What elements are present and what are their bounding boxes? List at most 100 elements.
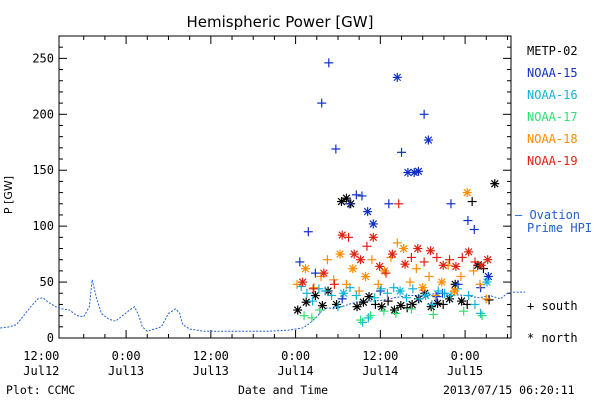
data-point-noaa-19 bbox=[375, 261, 385, 271]
data-point-noaa-16 bbox=[395, 286, 405, 296]
data-point-noaa-19 bbox=[362, 241, 372, 251]
y-tick-label: 250 bbox=[32, 51, 54, 65]
data-point-noaa-19 bbox=[394, 199, 404, 209]
data-point-noaa-18 bbox=[300, 264, 310, 274]
data-point-noaa-17 bbox=[406, 304, 416, 314]
data-point-noaa-19 bbox=[337, 230, 347, 240]
data-point-metp-02 bbox=[377, 302, 387, 312]
ovation-legend-line2: Prime HPI bbox=[527, 221, 593, 235]
x-axis-ticks: 12:00Jul120:00Jul1312:00Jul130:00Jul1412… bbox=[23, 36, 508, 378]
data-point-noaa-18 bbox=[475, 279, 485, 289]
data-point-noaa-17 bbox=[379, 306, 389, 316]
data-point-noaa-19 bbox=[387, 249, 397, 259]
data-point-noaa-16 bbox=[401, 293, 411, 303]
data-point-metp-02 bbox=[389, 305, 399, 315]
data-point-noaa-15 bbox=[331, 144, 341, 154]
y-axis-ticks: 0 50 100 150 200 250 bbox=[32, 35, 511, 345]
data-point-noaa-15 bbox=[363, 207, 373, 217]
data-point-noaa-19 bbox=[483, 255, 493, 265]
data-point-noaa-16 bbox=[370, 293, 380, 303]
data-point-noaa-19 bbox=[419, 257, 429, 267]
data-point-noaa-16 bbox=[363, 313, 373, 323]
data-point-noaa-18 bbox=[437, 277, 447, 287]
data-point-noaa-16 bbox=[382, 288, 392, 298]
legend-item-noaa-16: NOAA-16 bbox=[527, 88, 578, 102]
data-point-noaa-15 bbox=[337, 294, 347, 304]
data-point-noaa-17 bbox=[356, 315, 366, 325]
data-point-noaa-15 bbox=[392, 72, 402, 82]
data-point-noaa-15 bbox=[384, 199, 394, 209]
data-point-noaa-17 bbox=[307, 313, 317, 323]
data-point-metp-02 bbox=[407, 299, 417, 309]
plot-frame bbox=[58, 35, 512, 339]
data-point-noaa-16 bbox=[327, 290, 337, 300]
data-point-noaa-19 bbox=[308, 284, 318, 294]
data-point-noaa-19 bbox=[406, 252, 416, 262]
data-point-noaa-18 bbox=[456, 271, 466, 281]
data-point-noaa-15 bbox=[375, 286, 385, 296]
x-tick-label-date: Jul14 bbox=[278, 364, 314, 378]
legend-item-noaa-18: NOAA-18 bbox=[527, 132, 578, 146]
data-point-noaa-19 bbox=[476, 260, 486, 270]
data-point-noaa-15 bbox=[351, 190, 361, 200]
data-point-metp-02 bbox=[402, 303, 412, 313]
legend-item-noaa-17: NOAA-17 bbox=[527, 110, 578, 124]
x-tick-label-date: Jul14 bbox=[362, 364, 398, 378]
data-point-noaa-15 bbox=[317, 98, 327, 108]
data-point-noaa-17 bbox=[365, 311, 375, 321]
data-point-noaa-15 bbox=[368, 219, 378, 229]
x-tick-label-date: Jul12 bbox=[23, 364, 59, 378]
data-point-noaa-15 bbox=[357, 191, 367, 201]
data-point-noaa-18 bbox=[405, 277, 415, 287]
data-point-noaa-18 bbox=[348, 264, 358, 274]
data-point-noaa-16 bbox=[302, 288, 312, 298]
data-point-noaa-15 bbox=[419, 109, 429, 119]
y-axis-label: P [GW] bbox=[2, 176, 15, 214]
data-point-noaa-19 bbox=[368, 232, 378, 242]
legend-item-noaa-15: NOAA-15 bbox=[527, 66, 578, 80]
data-point-metp-02 bbox=[301, 297, 311, 307]
data-point-noaa-18 bbox=[354, 286, 364, 296]
data-point-noaa-19 bbox=[356, 255, 366, 265]
data-point-noaa-19 bbox=[457, 252, 467, 262]
data-point-noaa-15 bbox=[310, 268, 320, 278]
data-point-noaa-15 bbox=[409, 167, 419, 177]
data-point-metp-02 bbox=[467, 197, 477, 207]
data-point-noaa-16 bbox=[358, 317, 368, 327]
data-point-noaa-19 bbox=[298, 277, 308, 287]
data-point-noaa-18 bbox=[335, 249, 345, 259]
data-point-noaa-18 bbox=[367, 255, 377, 265]
data-point-noaa-17 bbox=[315, 305, 325, 315]
data-point-noaa-17 bbox=[299, 311, 309, 321]
x-tick-label-time: 12:00 bbox=[23, 349, 59, 363]
data-point-metp-02 bbox=[490, 179, 500, 189]
chart-title: Hemispheric Power [GW] bbox=[187, 13, 374, 31]
x-tick-label-time: 0:00 bbox=[281, 349, 310, 363]
data-point-noaa-16 bbox=[408, 284, 418, 294]
data-point-noaa-19 bbox=[451, 261, 461, 271]
data-point-noaa-19 bbox=[329, 279, 339, 289]
data-point-noaa-18 bbox=[481, 294, 491, 304]
ovation-legend-line1: — Ovation bbox=[515, 208, 581, 222]
data-point-metp-02 bbox=[352, 302, 362, 312]
x-tick-label-time: 12:00 bbox=[193, 349, 229, 363]
y-tick-label: 100 bbox=[32, 219, 54, 233]
data-point-noaa-18 bbox=[411, 264, 421, 274]
data-point-noaa-17 bbox=[477, 311, 487, 321]
data-point-noaa-19 bbox=[425, 246, 435, 256]
data-point-noaa-15 bbox=[344, 199, 354, 209]
data-point-metp-02 bbox=[332, 299, 342, 309]
data-point-metp-02 bbox=[337, 197, 346, 207]
data-point-noaa-15 bbox=[324, 58, 334, 68]
data-point-noaa-18 bbox=[322, 255, 332, 265]
data-point-metp-02 bbox=[445, 294, 455, 304]
y-tick-label: 150 bbox=[32, 163, 54, 177]
data-point-noaa-16 bbox=[464, 290, 474, 300]
data-point-metp-02 bbox=[370, 299, 380, 309]
data-point-noaa-15 bbox=[423, 135, 433, 145]
data-point-noaa-18 bbox=[462, 188, 472, 198]
data-point-noaa-19 bbox=[344, 232, 354, 242]
x-tick-label-date: Jul13 bbox=[108, 364, 144, 378]
data-point-metp-02 bbox=[293, 305, 303, 315]
x-tick-label-time: 0:00 bbox=[112, 349, 141, 363]
